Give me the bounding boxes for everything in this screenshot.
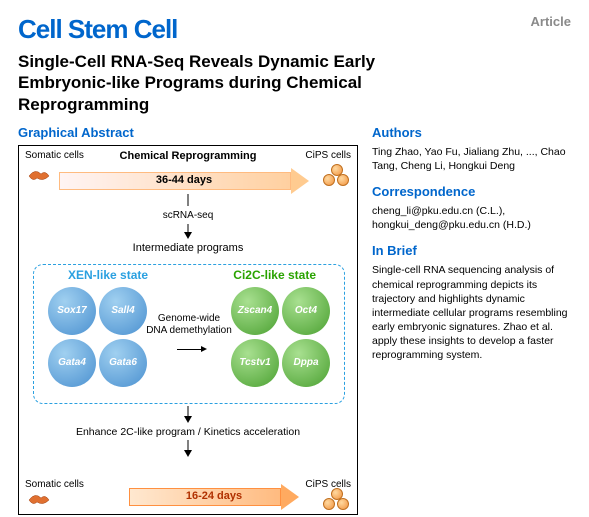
- somatic-label-bottom: Somatic cells: [25, 479, 84, 490]
- mid-line1: Genome-wide: [144, 313, 234, 325]
- authors-text: Ting Zhao, Yao Fu, Jialiang Zhu, ..., Ch…: [372, 145, 571, 173]
- authors-block: Authors Ting Zhao, Yao Fu, Jialiang Zhu,…: [372, 125, 571, 173]
- days-long-label: 36-44 days: [59, 174, 309, 186]
- ci2c-bubbles: Zscan4 Oct4 Tcstv1 Dppa: [223, 287, 338, 399]
- gene-bubble: Oct4: [282, 287, 330, 335]
- journal-name: Cell Stem Cell: [18, 14, 571, 45]
- down-arrow-icon: [184, 450, 192, 457]
- flame-icon: [27, 490, 51, 510]
- somatic-label-top: Somatic cells: [25, 150, 84, 161]
- down-arrow-icon: [184, 232, 192, 239]
- article-label: Article: [531, 14, 571, 29]
- gene-bubble: Tcstv1: [231, 339, 279, 387]
- content-columns: Graphical Abstract Somatic cells Chemica…: [18, 125, 571, 515]
- in-brief-heading: In Brief: [372, 243, 571, 258]
- gene-bubble: Sox17: [48, 287, 96, 335]
- authors-heading: Authors: [372, 125, 571, 140]
- correspondence-block: Correspondence cheng_li@pku.edu.cn (C.L.…: [372, 184, 571, 232]
- gene-bubble: Gata4: [48, 339, 96, 387]
- ci2c-heading: Ci2C-like state: [233, 268, 316, 282]
- states-box: XEN-like state Ci2C-like state Sox17 Sal…: [33, 264, 345, 404]
- in-brief-text: Single-cell RNA sequencing analysis of c…: [372, 263, 571, 362]
- graphical-abstract-diagram: Somatic cells Chemical Reprogramming CiP…: [18, 145, 358, 515]
- xen-bubbles: Sox17 Sall4 Gata4 Gata6: [40, 287, 155, 399]
- intermediate-label: Intermediate programs: [133, 242, 244, 254]
- gene-bubble: Zscan4: [231, 287, 279, 335]
- connector-line: [188, 440, 189, 450]
- cells-icon: [323, 488, 351, 512]
- paper-title: Single-Cell RNA-Seq Reveals Dynamic Earl…: [18, 51, 438, 115]
- right-arrow-icon: [177, 349, 201, 350]
- connector-line: [188, 406, 189, 416]
- correspondence-heading: Correspondence: [372, 184, 571, 199]
- gene-bubble: Dppa: [282, 339, 330, 387]
- chem-reprogramming-label: Chemical Reprogramming: [120, 150, 257, 162]
- right-column: Authors Ting Zhao, Yao Fu, Jialiang Zhu,…: [372, 125, 571, 515]
- xen-heading: XEN-like state: [68, 268, 148, 282]
- gene-bubble: Gata6: [99, 339, 147, 387]
- down-arrow-icon: [184, 416, 192, 423]
- cips-label-top: CiPS cells: [305, 150, 351, 161]
- left-column: Graphical Abstract Somatic cells Chemica…: [18, 125, 358, 515]
- in-brief-block: In Brief Single-cell RNA sequencing anal…: [372, 243, 571, 362]
- gene-bubble: Sall4: [99, 287, 147, 335]
- enhance-label: Enhance 2C-like program / Kinetics accel…: [76, 426, 300, 438]
- mid-line2: DNA demethylation: [144, 325, 234, 337]
- graphical-abstract-heading: Graphical Abstract: [18, 125, 358, 140]
- scrna-label: scRNA-seq: [163, 210, 214, 221]
- cells-icon: [323, 164, 351, 188]
- connector-line: [188, 194, 189, 206]
- flame-icon: [27, 166, 51, 186]
- correspondence-text: cheng_li@pku.edu.cn (C.L.), hongkui_deng…: [372, 204, 571, 232]
- long-arrow: 36-44 days: [59, 168, 309, 194]
- connector-line: [188, 224, 189, 232]
- demethylation-label: Genome-wide DNA demethylation: [144, 313, 234, 337]
- days-short-label: 16-24 days: [129, 490, 299, 502]
- short-arrow: 16-24 days: [129, 484, 299, 510]
